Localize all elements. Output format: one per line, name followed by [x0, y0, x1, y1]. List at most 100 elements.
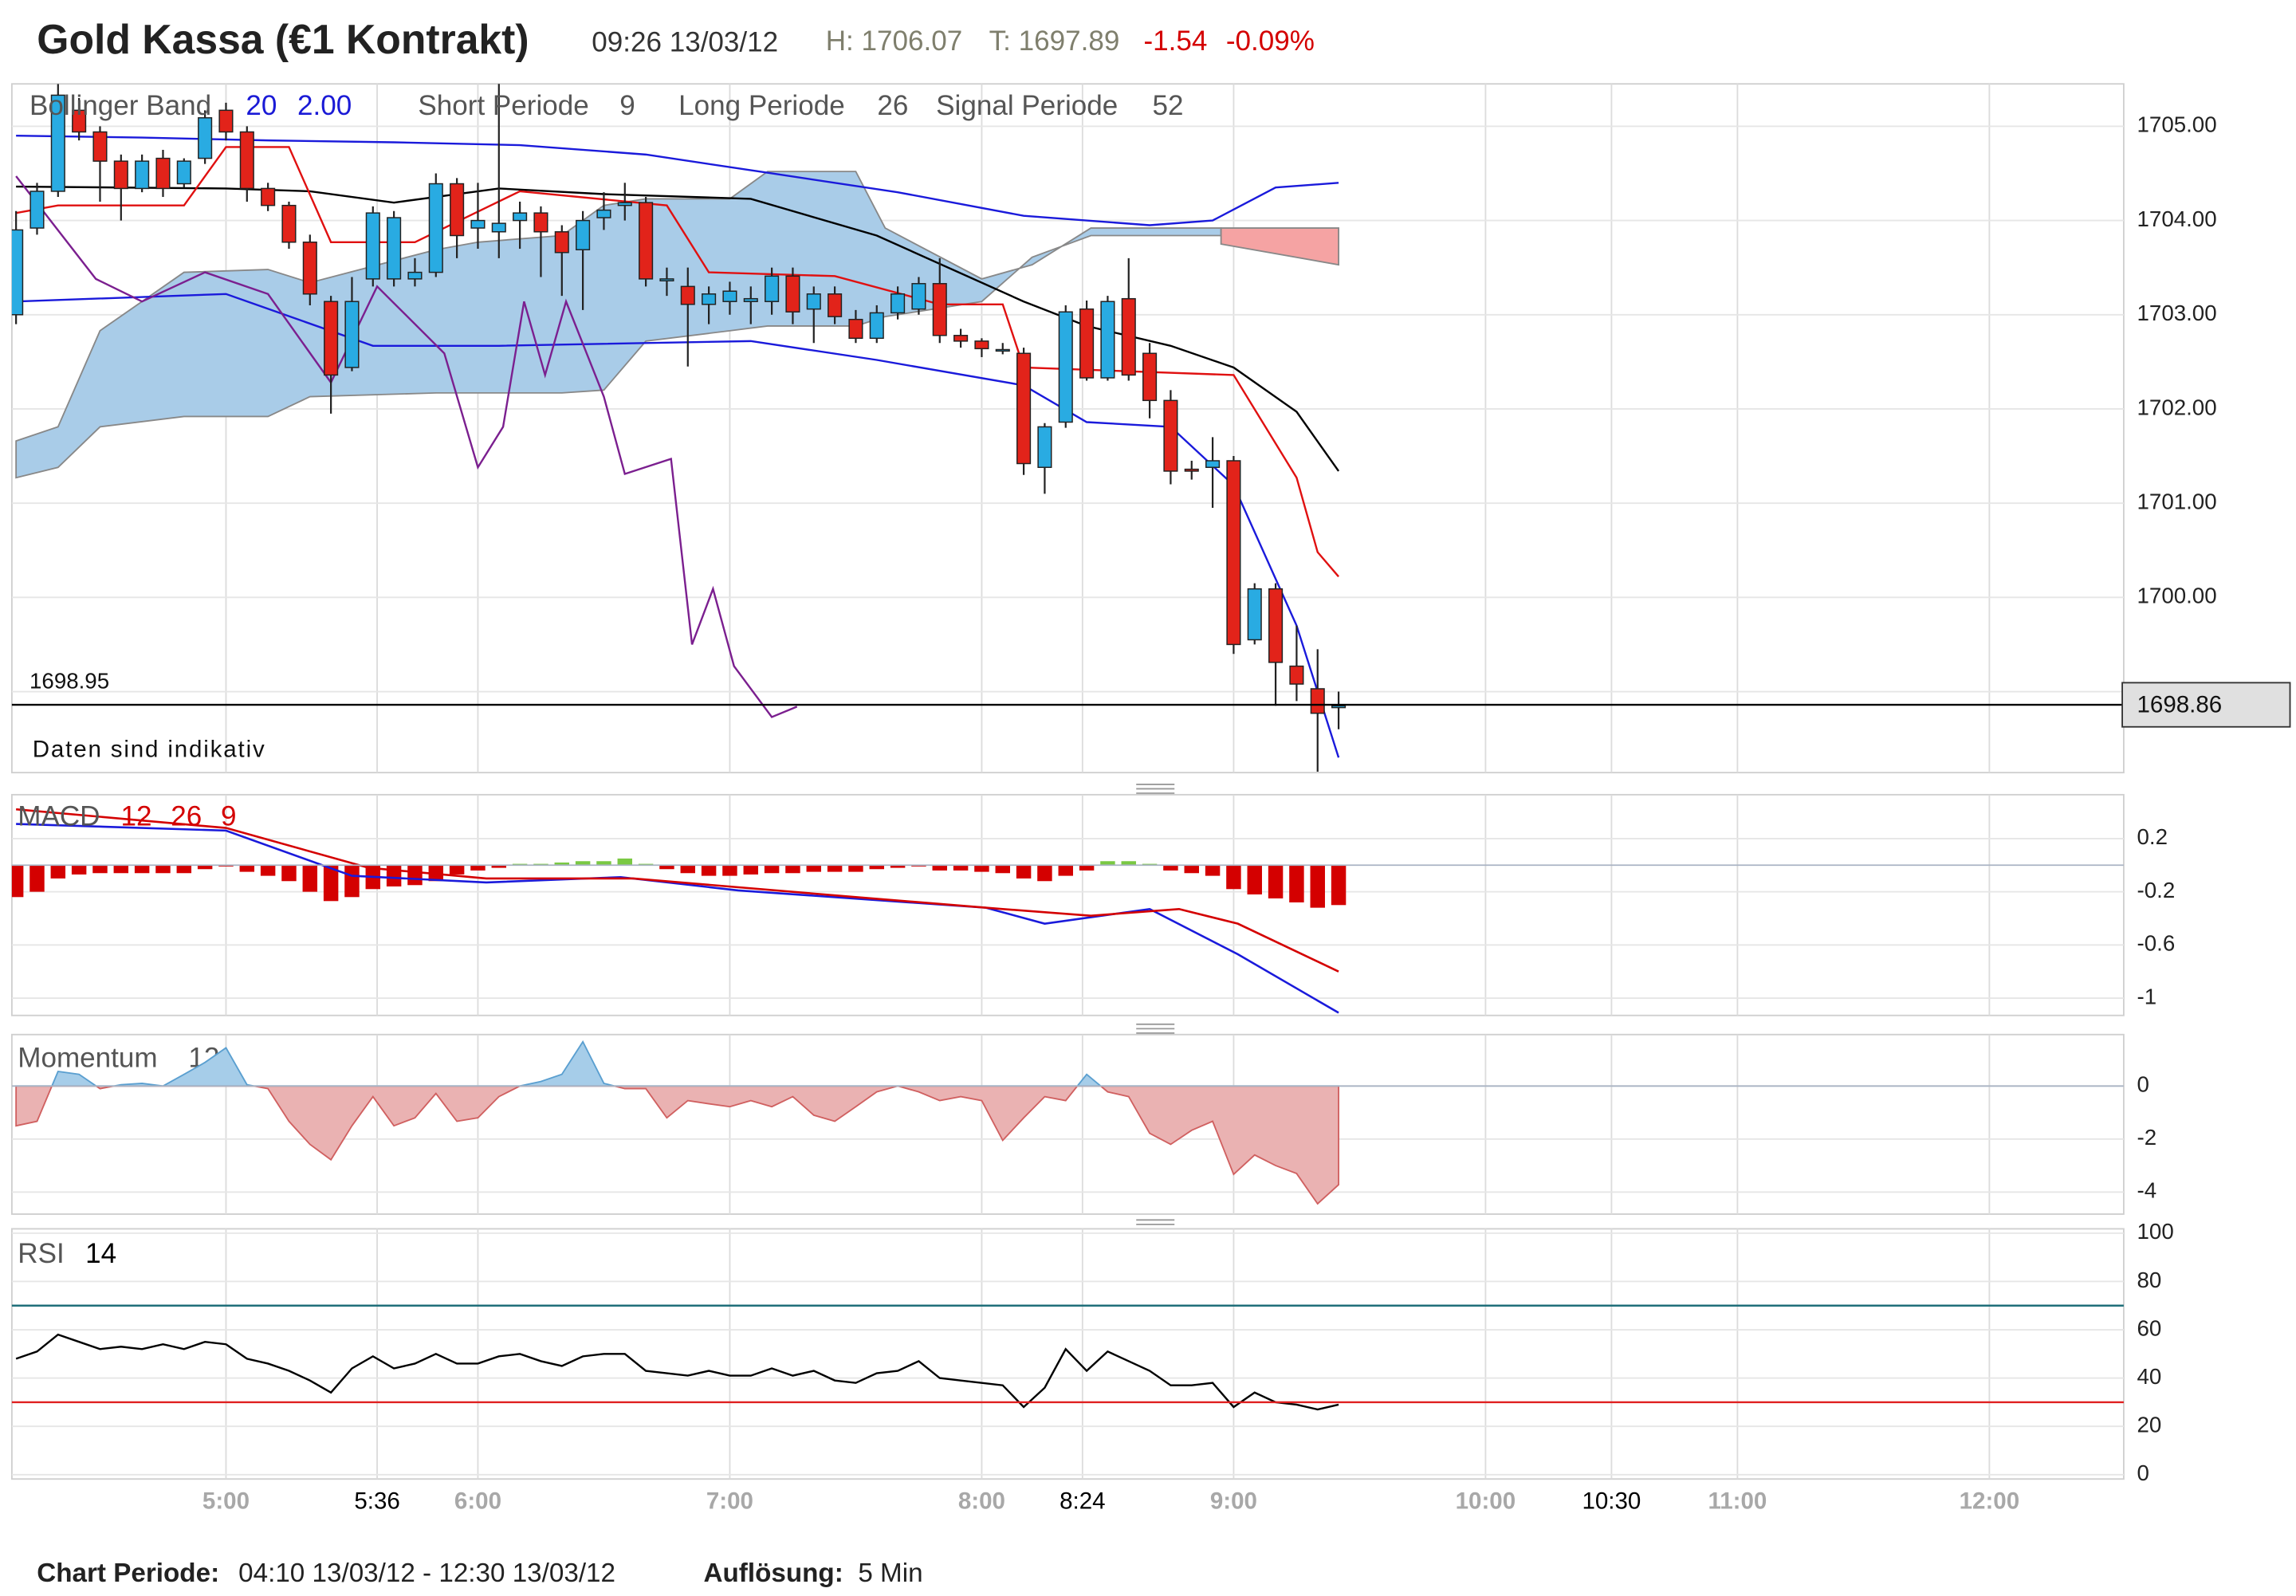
- histogram-bar: [1226, 865, 1241, 890]
- momentum-area-negative: [15, 1086, 1340, 1205]
- candle-body: [1310, 688, 1325, 714]
- candle-body: [639, 202, 654, 280]
- candle-body: [1247, 588, 1262, 641]
- y-tick-label: -1: [2137, 984, 2157, 1008]
- histogram-bar: [617, 858, 633, 866]
- histogram-bar: [1205, 865, 1221, 876]
- histogram-bar: [974, 865, 989, 872]
- x-tick-label: 9:00: [1210, 1488, 1257, 1515]
- panel: [10, 83, 2125, 774]
- y-tick-label: 1704.00: [2137, 206, 2217, 231]
- histogram-bar: [407, 865, 423, 886]
- candle-body: [324, 301, 339, 376]
- candle-body: [1016, 352, 1032, 465]
- reference-label: 1698.95: [29, 669, 109, 694]
- panel: [10, 1228, 2125, 1480]
- panel: [10, 1033, 2125, 1215]
- candle-body: [513, 212, 528, 222]
- histogram-bar: [113, 865, 129, 874]
- histogram-bar: [281, 865, 297, 882]
- histogram-bar: [1079, 865, 1095, 871]
- y-tick-label: 0: [2137, 1072, 2149, 1097]
- histogram-bar: [71, 865, 87, 875]
- candle-body: [680, 285, 695, 305]
- histogram-bar: [1247, 865, 1262, 894]
- x-tick-label: 5:00: [202, 1488, 250, 1515]
- histogram-bar: [197, 865, 213, 870]
- x-tick-label: 7:00: [706, 1488, 753, 1515]
- histogram-bar: [701, 865, 717, 876]
- candle-body: [428, 183, 443, 273]
- legend-text: 9: [619, 90, 635, 121]
- histogram-bar: [680, 865, 696, 874]
- candle-body: [1268, 588, 1284, 663]
- histogram-bar: [50, 865, 66, 879]
- legend-text: 26: [171, 801, 202, 832]
- histogram-bar: [1058, 865, 1073, 876]
- histogram-bar: [11, 865, 24, 898]
- histogram-bar: [995, 865, 1010, 874]
- legend-text: MACD: [18, 801, 100, 832]
- histogram-bar: [92, 865, 108, 874]
- legend-text: 52: [1153, 90, 1184, 121]
- candle-body: [1121, 297, 1136, 376]
- candle-body: [302, 242, 317, 295]
- legend-text: 9: [221, 801, 237, 832]
- candle-body: [176, 160, 191, 185]
- candle-body: [911, 283, 926, 310]
- y-tick-label: 60: [2137, 1315, 2162, 1340]
- candle-body: [932, 283, 947, 336]
- x-tick-label: 10:00: [1456, 1488, 1516, 1515]
- histogram-bar: [890, 865, 906, 868]
- legend-text: 2.00: [297, 90, 352, 121]
- candle-body: [450, 183, 465, 237]
- note: Daten sind indikativ: [33, 736, 266, 762]
- histogram-bar: [1310, 865, 1325, 908]
- histogram-bar: [869, 865, 884, 870]
- plot: [11, 84, 1347, 772]
- x-tick-label: 8:24: [1060, 1488, 1105, 1515]
- candle-body: [1226, 460, 1241, 646]
- candle-body: [135, 160, 150, 190]
- histogram-bar: [491, 865, 507, 868]
- y-tick-label: 0.2: [2137, 824, 2168, 849]
- histogram-bar: [596, 861, 611, 866]
- candle-body: [702, 293, 717, 305]
- histogram-bar: [1016, 865, 1032, 879]
- plot: [15, 1333, 1339, 1411]
- candle-body: [806, 293, 821, 310]
- histogram-bar: [1163, 865, 1178, 871]
- histogram-bar: [449, 865, 465, 875]
- candle-body: [72, 109, 87, 133]
- histogram-bar: [1268, 865, 1284, 898]
- candle-body: [1205, 460, 1221, 468]
- change-pct: -0.09%: [1226, 26, 1315, 57]
- candle-body: [848, 318, 863, 340]
- legend-text: Momentum: [18, 1042, 157, 1073]
- histogram-bar: [932, 865, 947, 871]
- candle-body: [890, 293, 906, 314]
- candle-body: [1037, 426, 1052, 468]
- histogram-bar: [953, 865, 969, 871]
- candle-body: [344, 301, 360, 368]
- candle-body: [953, 335, 969, 342]
- indicator-line: [16, 185, 1340, 472]
- candle-body: [659, 278, 674, 281]
- histogram-bar: [1121, 861, 1136, 866]
- histogram-bar: [323, 865, 339, 902]
- histogram-bar: [134, 865, 150, 874]
- candle-body: [1331, 705, 1347, 709]
- y-tick-label: 0: [2137, 1460, 2149, 1485]
- candle-body: [50, 94, 65, 192]
- candle-body: [491, 222, 506, 233]
- price-label: 1698.86: [2137, 692, 2223, 718]
- histogram-bar: [848, 865, 863, 872]
- histogram-bar: [575, 861, 591, 866]
- histogram-bar: [554, 862, 570, 866]
- candle-body: [1058, 311, 1073, 423]
- y-tick-label: 1701.00: [2137, 489, 2217, 513]
- title: Gold Kassa (€1 Kontrakt): [37, 16, 529, 62]
- candle-body: [218, 109, 234, 133]
- histogram-bar: [470, 865, 486, 871]
- histogram-bar: [1184, 865, 1199, 874]
